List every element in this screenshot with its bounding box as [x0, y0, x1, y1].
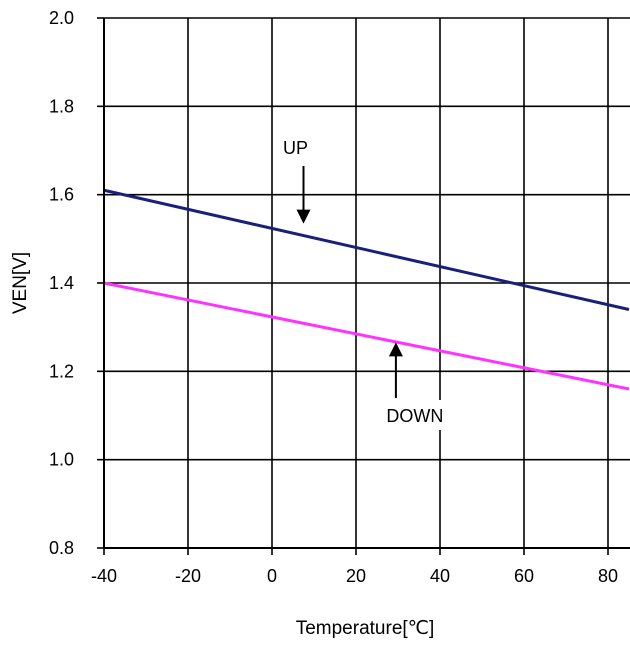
- x-tick-label: -40: [91, 566, 117, 586]
- x-tick-label: 0: [267, 566, 277, 586]
- annotation-down-label: DOWN: [386, 406, 443, 426]
- y-tick-label: 0.8: [49, 538, 74, 558]
- annotation-up-label: UP: [283, 138, 308, 158]
- annotation-down-arrowhead: [388, 342, 403, 357]
- x-tick-label: 80: [598, 566, 618, 586]
- y-tick-label: 1.4: [49, 273, 74, 293]
- grid: [103, 17, 630, 549]
- plot-frame: [97, 17, 630, 555]
- y-tick-label: 1.0: [49, 450, 74, 470]
- x-tick-label: -20: [175, 566, 201, 586]
- annotation-down-background: [373, 400, 458, 430]
- tick-labels: -40 -20 0 20 40 60 80 0.8 1.0 1.2 1.4 1.6 1.8 2.0: [49, 8, 618, 586]
- series-group: [103, 188, 630, 391]
- y-tick-label: 1.2: [49, 361, 74, 381]
- y-axis-title: VEN[V]: [10, 252, 31, 314]
- x-tick-label: 20: [346, 566, 366, 586]
- x-axis-title: Temperature[℃]: [296, 618, 435, 639]
- y-tick-label: 2.0: [49, 8, 74, 28]
- x-tick-label: 60: [514, 566, 534, 586]
- x-tick-label: 40: [430, 566, 450, 586]
- series-line-up: [103, 188, 630, 311]
- annotation-up-background: [276, 132, 329, 162]
- y-tick-label: 1.8: [49, 96, 74, 116]
- annotation-up-arrowhead: [296, 209, 311, 224]
- y-tick-label: 1.6: [49, 185, 74, 205]
- series-line-down: [103, 281, 630, 391]
- annotations: UP DOWN: [276, 132, 458, 430]
